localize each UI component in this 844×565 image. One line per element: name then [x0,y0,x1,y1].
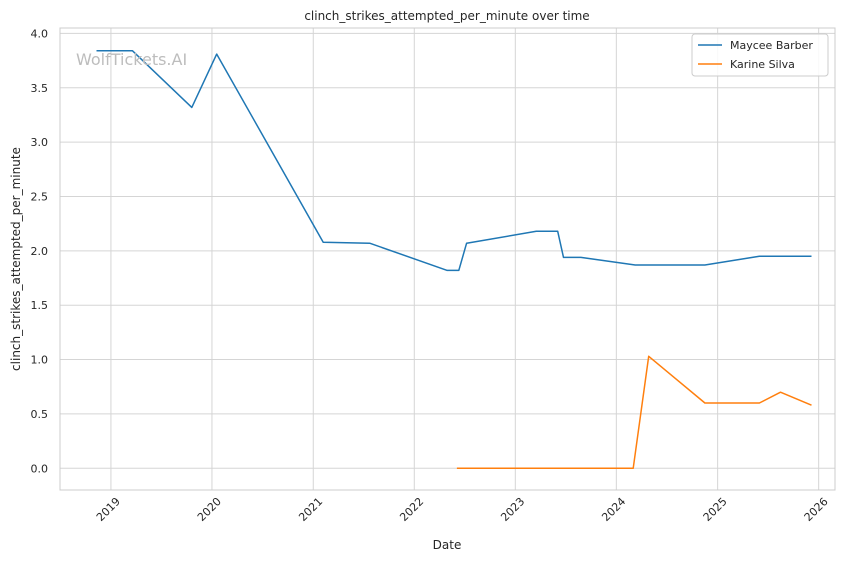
series-layer [96,50,812,470]
grid-lines [60,28,835,490]
legend-box [691,33,829,77]
y-axis-label: clinch_strikes_attempted_per_minute [9,147,23,371]
y-tick-label: 0.0 [31,462,49,475]
legend-entry: Maycee Barber [730,39,813,52]
chart-title: clinch_strikes_attempted_per_minute over… [304,9,589,23]
y-tick-label: 3.0 [31,136,49,149]
y-tick-label: 4.0 [31,27,49,40]
y-tick-label: 2.5 [31,190,49,203]
y-tick-label: 1.5 [31,299,49,312]
plot-area [59,27,836,491]
y-tick-label: 1.0 [31,354,49,367]
x-axis-label: Date [433,538,462,552]
series-line-maycee-barber [96,50,812,272]
legend-entry: Karine Silva [730,58,795,71]
watermark-text: WolfTickets.AI [76,50,187,69]
y-tick-label: 3.5 [31,82,49,95]
y-tick-label: 2.0 [31,245,49,258]
y-tick-label: 0.5 [31,408,49,421]
y-tick-labels: 0.0 0.5 1.0 1.5 2.0 2.5 3.0 3.5 4.0 [31,27,49,475]
legend: Maycee Barber Karine Silva [691,33,829,77]
series-line-karine-silva [456,355,812,470]
